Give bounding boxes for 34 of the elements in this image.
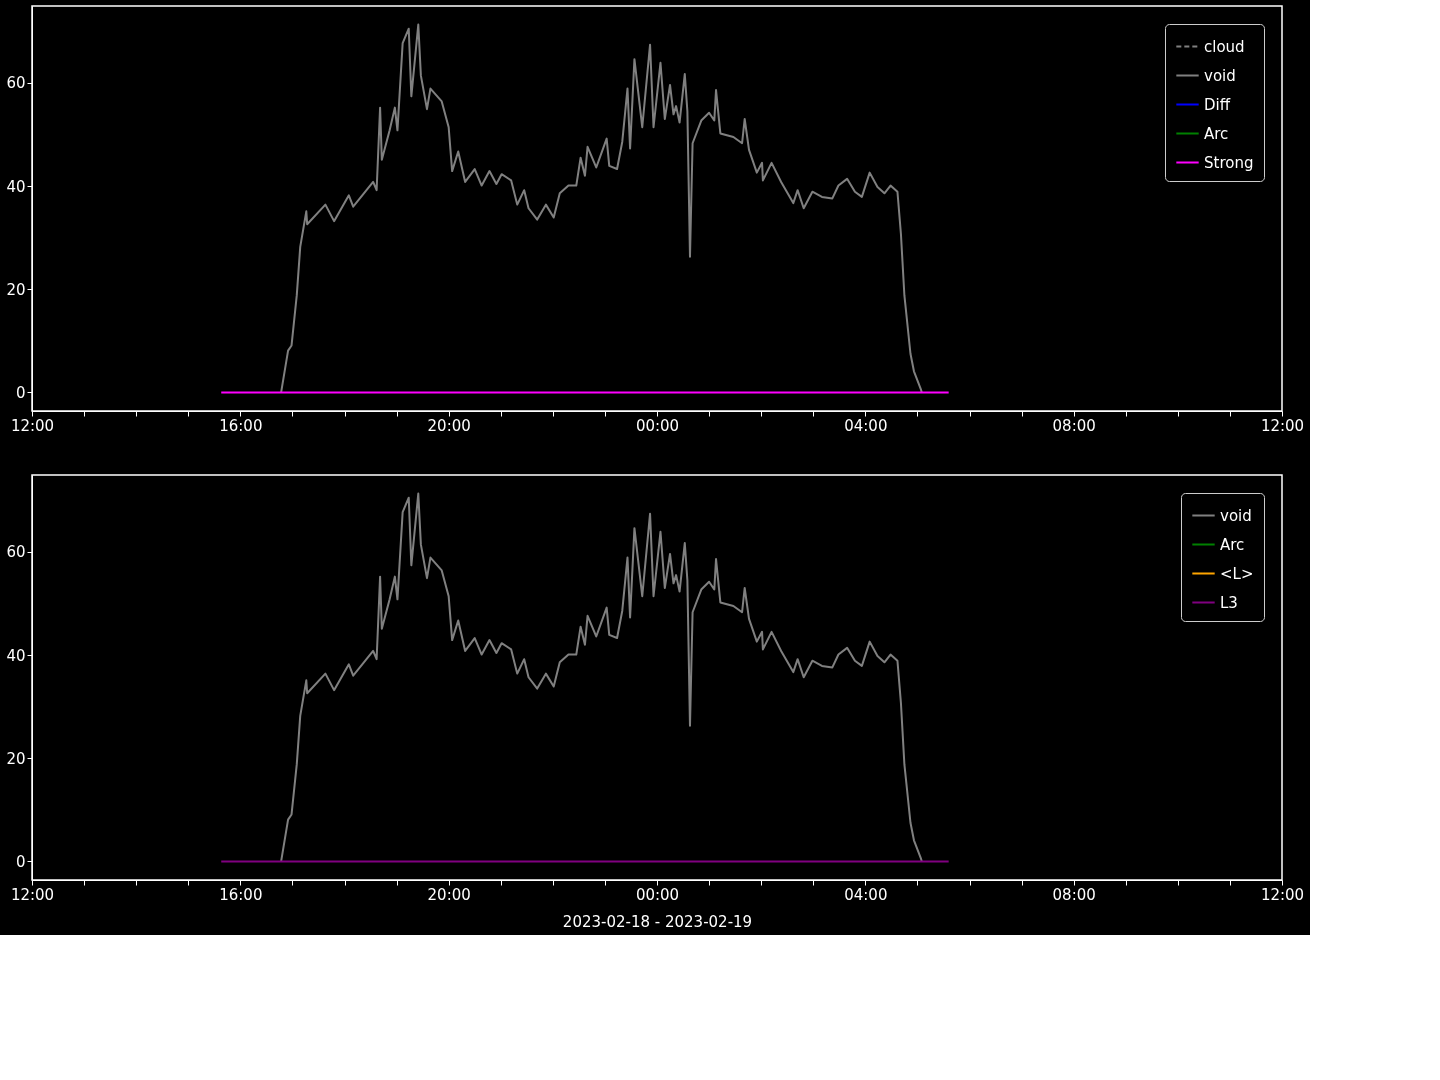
line-series (280, 23, 923, 394)
legend-label: Strong (1204, 153, 1254, 172)
x-tick-label: 00:00 (635, 885, 680, 904)
x-axis-title: 2023-02-18 - 2023-02-19 (562, 912, 753, 931)
x-tick-label: 12:00 (10, 885, 55, 904)
y-tick-label: 40 (6, 177, 26, 196)
legend-label: <L> (1220, 564, 1254, 583)
x-tick-label: 12:00 (10, 416, 55, 435)
legend-label: Arc (1220, 535, 1245, 554)
x-tick-label: 00:00 (635, 416, 680, 435)
x-tick-label: 16:00 (219, 885, 263, 904)
x-tick-label: 04:00 (844, 416, 888, 435)
y-tick-label: 20 (6, 749, 26, 768)
legend-label: Diff (1204, 95, 1231, 114)
x-tick-label: 08:00 (1052, 885, 1096, 904)
legend-label: L3 (1220, 593, 1238, 612)
y-tick-label: 20 (6, 280, 26, 299)
x-tick-label: 20:00 (427, 885, 471, 904)
y-tick-label: 0 (15, 383, 26, 402)
y-tick-label: 0 (15, 852, 26, 871)
legend-label: void (1220, 506, 1252, 525)
y-tick-label: 60 (6, 543, 26, 562)
x-tick-label: 04:00 (844, 885, 888, 904)
legend-label: void (1204, 66, 1236, 85)
legend-label: Arc (1204, 124, 1229, 143)
x-tick-label: 12:00 (1260, 416, 1305, 435)
x-tick-label: 12:00 (1260, 885, 1305, 904)
y-tick-label: 40 (6, 646, 26, 665)
x-tick-label: 20:00 (427, 416, 471, 435)
line-series (280, 492, 923, 863)
legend-label: cloud (1204, 37, 1245, 56)
x-tick-label: 16:00 (219, 416, 263, 435)
y-tick-label: 60 (6, 74, 26, 93)
x-tick-label: 08:00 (1052, 416, 1096, 435)
